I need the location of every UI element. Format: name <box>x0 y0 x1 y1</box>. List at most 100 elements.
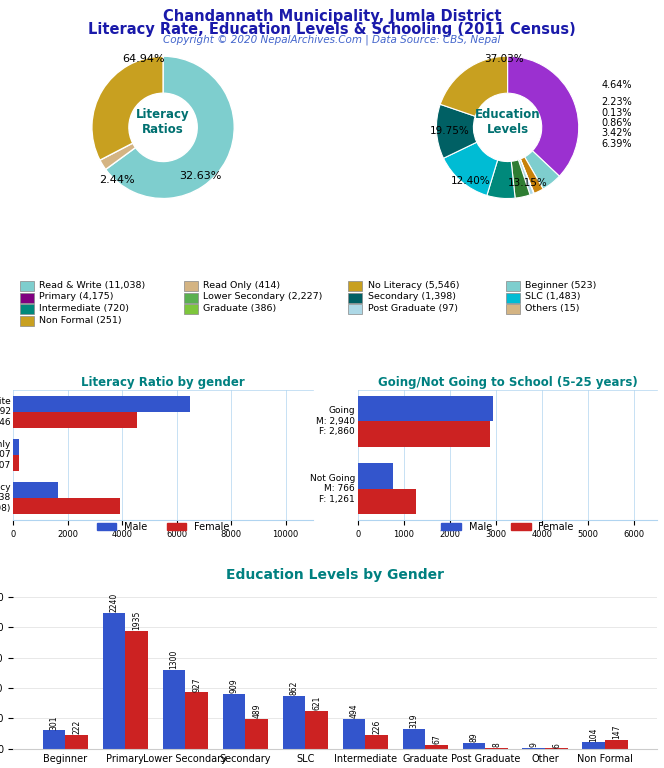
Wedge shape <box>106 56 234 199</box>
Text: 222: 222 <box>72 720 81 734</box>
Text: 621: 621 <box>312 696 321 710</box>
Title: Education Levels by Gender: Education Levels by Gender <box>226 568 444 582</box>
Bar <box>282 697 305 749</box>
Bar <box>42 730 65 749</box>
Text: 64.94%: 64.94% <box>122 54 165 64</box>
Bar <box>20 304 34 314</box>
Text: Post Graduate (97): Post Graduate (97) <box>368 304 457 313</box>
Text: No Literacy (5,546): No Literacy (5,546) <box>368 281 459 290</box>
Text: 927: 927 <box>193 677 201 691</box>
Bar <box>20 293 34 303</box>
Text: 301: 301 <box>49 715 58 730</box>
Wedge shape <box>436 104 477 158</box>
Wedge shape <box>521 157 543 194</box>
Text: Chandannath Municipality, Jumla District: Chandannath Municipality, Jumla District <box>163 9 501 25</box>
Bar <box>13 412 137 428</box>
Bar <box>348 293 363 303</box>
Wedge shape <box>520 159 534 194</box>
Text: 4.64%: 4.64% <box>602 80 632 90</box>
Bar <box>102 613 125 749</box>
Text: Intermediate (720): Intermediate (720) <box>39 304 129 313</box>
Bar <box>348 304 363 314</box>
Text: Graduate (386): Graduate (386) <box>203 304 276 313</box>
Bar <box>185 693 208 749</box>
Text: Beginner (523): Beginner (523) <box>525 281 597 290</box>
Text: 13.15%: 13.15% <box>507 177 547 187</box>
Bar <box>13 439 19 455</box>
Text: 147: 147 <box>612 724 622 739</box>
Wedge shape <box>511 160 530 198</box>
Bar <box>245 719 268 749</box>
Wedge shape <box>525 151 559 189</box>
Text: SLC (1,483): SLC (1,483) <box>525 293 581 301</box>
Text: 1300: 1300 <box>169 650 179 669</box>
Text: Read Only (414): Read Only (414) <box>203 281 280 290</box>
Text: Lower Secondary (2,227): Lower Secondary (2,227) <box>203 293 323 301</box>
Wedge shape <box>92 56 163 161</box>
Bar <box>163 670 185 749</box>
Title: Literacy Ratio by gender: Literacy Ratio by gender <box>81 376 245 389</box>
Bar <box>582 743 606 749</box>
Text: 6: 6 <box>552 743 561 747</box>
Bar <box>426 745 448 749</box>
Text: 2240: 2240 <box>110 592 118 611</box>
Text: 8: 8 <box>492 743 501 747</box>
Text: Others (15): Others (15) <box>525 304 580 313</box>
Bar <box>348 281 363 291</box>
Bar <box>463 743 485 749</box>
Text: 12.40%: 12.40% <box>451 177 491 187</box>
Wedge shape <box>100 143 135 170</box>
Text: Literacy Rate, Education Levels & Schooling (2011 Census): Literacy Rate, Education Levels & School… <box>88 22 576 37</box>
Text: Read & Write (11,038): Read & Write (11,038) <box>39 281 145 290</box>
Text: 3.42%: 3.42% <box>602 128 632 138</box>
Text: 2.23%: 2.23% <box>602 97 632 107</box>
Bar <box>606 740 628 749</box>
Text: 9: 9 <box>529 743 539 747</box>
Text: 862: 862 <box>290 681 298 696</box>
Bar <box>365 735 388 749</box>
Bar <box>222 694 245 749</box>
Text: Literacy
Ratios: Literacy Ratios <box>136 108 190 136</box>
Bar <box>184 281 198 291</box>
Text: 67: 67 <box>432 734 441 744</box>
Bar <box>20 281 34 291</box>
Bar <box>358 396 493 421</box>
Bar <box>358 463 393 488</box>
Legend: Male, Female: Male, Female <box>93 518 233 536</box>
Text: 909: 909 <box>230 678 238 693</box>
Bar <box>506 281 520 291</box>
Bar <box>358 421 489 446</box>
Text: 489: 489 <box>252 703 261 718</box>
Bar <box>184 304 198 314</box>
Bar <box>20 316 34 326</box>
Wedge shape <box>444 142 497 195</box>
Wedge shape <box>519 159 534 195</box>
Bar <box>13 455 19 471</box>
Text: 104: 104 <box>590 727 598 742</box>
Text: Education
Levels: Education Levels <box>475 108 540 136</box>
Bar <box>125 631 148 749</box>
Text: 32.63%: 32.63% <box>179 170 221 180</box>
Bar <box>65 735 88 749</box>
Text: 0.13%: 0.13% <box>602 108 632 118</box>
Text: Primary (4,175): Primary (4,175) <box>39 293 114 301</box>
Bar <box>402 730 426 749</box>
Bar <box>305 711 328 749</box>
Text: 494: 494 <box>349 703 359 718</box>
Bar <box>358 488 416 514</box>
Text: 0.86%: 0.86% <box>602 118 632 128</box>
Text: 226: 226 <box>373 720 381 734</box>
Bar <box>506 293 520 303</box>
Wedge shape <box>487 160 515 199</box>
Wedge shape <box>507 56 579 176</box>
Text: 89: 89 <box>469 733 478 743</box>
Bar <box>13 482 58 498</box>
Bar <box>13 396 190 412</box>
Text: 1935: 1935 <box>132 611 141 631</box>
Text: Non Formal (251): Non Formal (251) <box>39 316 122 325</box>
Bar <box>506 304 520 314</box>
Text: 6.39%: 6.39% <box>602 139 632 149</box>
Wedge shape <box>440 56 507 116</box>
Legend: Male, Female: Male, Female <box>438 518 578 536</box>
Text: 19.75%: 19.75% <box>430 127 469 137</box>
